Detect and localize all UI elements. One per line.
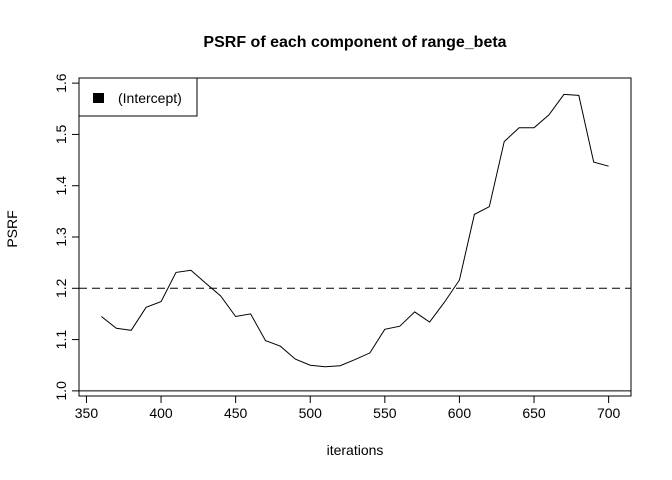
y-tick-label: 1.5 <box>53 124 69 144</box>
legend-entry-label: (Intercept) <box>118 90 182 106</box>
y-axis-label: PSRF <box>4 210 20 247</box>
y-tick-label: 1.2 <box>53 278 69 298</box>
chart-title: PSRF of each component of range_beta <box>203 34 506 51</box>
y-tick-label: 1.3 <box>53 227 69 247</box>
x-tick-label: 450 <box>224 405 248 421</box>
y-tick-label: 1.1 <box>53 330 69 350</box>
y-axis: 1.0 1.1 1.2 1.3 1.4 1.5 1.6 <box>53 73 80 401</box>
x-tick-label: 350 <box>75 405 99 421</box>
y-tick-label: 1.0 <box>53 381 69 401</box>
x-tick-label: 700 <box>597 405 621 421</box>
x-tick-label: 550 <box>373 405 397 421</box>
plot-box <box>78 77 632 397</box>
x-tick-label: 650 <box>522 405 546 421</box>
y-tick-label: 1.4 <box>53 176 69 196</box>
legend-swatch <box>93 93 104 103</box>
x-tick-label: 600 <box>448 405 472 421</box>
x-axis: 350 400 450 500 550 600 650 700 <box>75 395 621 421</box>
series-layer <box>101 93 609 368</box>
x-tick-label: 500 <box>299 405 323 421</box>
x-tick-label: 400 <box>149 405 173 421</box>
series-line-intercept <box>101 93 609 368</box>
y-tick-label: 1.6 <box>53 73 69 93</box>
reference-lines <box>79 287 631 392</box>
x-axis-label: iterations <box>327 442 384 458</box>
legend: (Intercept) <box>78 77 198 117</box>
